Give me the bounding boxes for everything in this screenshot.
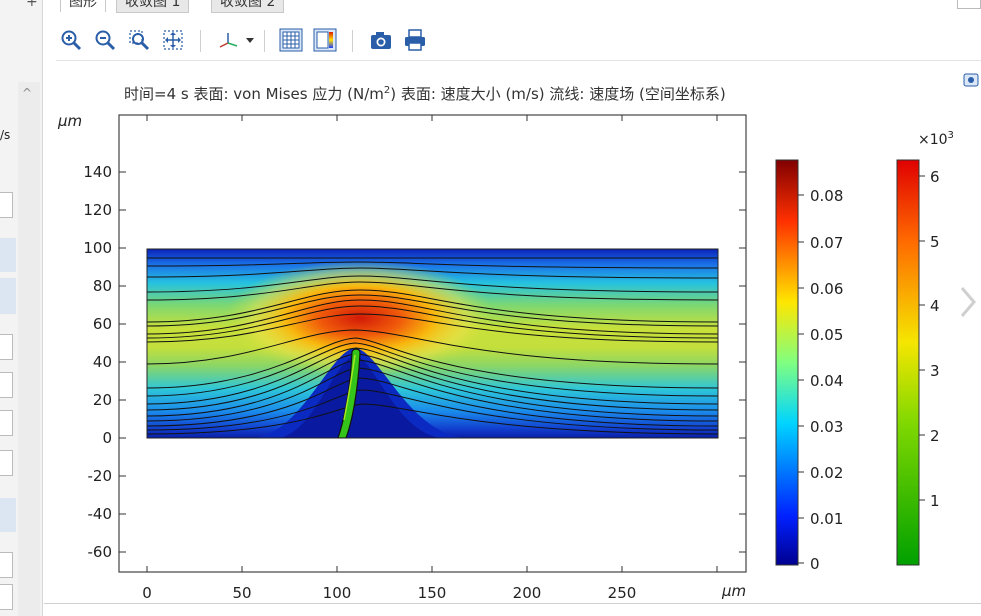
stress-tick-label: 6 bbox=[930, 168, 940, 186]
streamlines bbox=[147, 257, 718, 435]
toolbar-divider bbox=[264, 30, 265, 52]
velocity-colorbar-labels: 0.08 0.07 0.06 0.05 0.04 0.03 0.02 0.01 … bbox=[810, 187, 843, 573]
toolbar-divider bbox=[200, 30, 201, 52]
x-tick-label: 250 bbox=[608, 584, 637, 602]
axis-orientation-icon bbox=[219, 33, 254, 48]
y-tick-label: 100 bbox=[83, 239, 112, 257]
zoom-box-icon bbox=[129, 30, 150, 51]
stress-tick-label: 1 bbox=[930, 492, 940, 510]
tab-bar: 图形 收敛图 1 收敛图 2 bbox=[56, 0, 981, 14]
y-tick-labels: 140 120 100 80 60 40 20 0 -20 -40 -60 bbox=[83, 163, 112, 561]
left-scrollbar[interactable]: ^ bbox=[18, 82, 40, 616]
velocity-tick-label: 0.03 bbox=[810, 418, 843, 436]
left-button[interactable] bbox=[0, 410, 13, 436]
stress-tick-label: 5 bbox=[930, 233, 940, 251]
left-panel: + /s ^ bbox=[0, 0, 43, 616]
x-tick-label: 100 bbox=[323, 584, 352, 602]
y-tick-label: -20 bbox=[88, 467, 113, 485]
graphics-toolbar bbox=[56, 20, 981, 61]
stress-tick-label: 4 bbox=[930, 297, 940, 315]
zoom-in-button[interactable] bbox=[58, 27, 84, 53]
axis-ticks bbox=[119, 115, 746, 572]
plot-title-rest: ) 表面: 速度大小 (m/s) 流线: 速度场 (空间坐标系) bbox=[390, 85, 726, 103]
x-tick-label: 200 bbox=[513, 584, 542, 602]
screenshot-button[interactable] bbox=[368, 27, 394, 53]
velocity-tick-label: 0.07 bbox=[810, 234, 843, 252]
y-tick-label: -40 bbox=[88, 505, 113, 523]
stress-multiplier: ×103 bbox=[918, 130, 954, 148]
velocity-colorbar bbox=[775, 159, 799, 566]
toolbar-divider bbox=[352, 30, 353, 52]
y-tick-label: 80 bbox=[93, 277, 112, 295]
plot-title-superscript: 2 bbox=[383, 85, 391, 96]
left-button[interactable] bbox=[0, 372, 13, 398]
grid-view-icon bbox=[279, 28, 303, 52]
stress-colorbar-labels: 6 5 4 3 2 1 bbox=[930, 168, 940, 510]
x-tick-labels: 0 50 100 150 200 250 bbox=[142, 584, 636, 602]
left-button[interactable] bbox=[0, 552, 13, 578]
color-table-icon bbox=[313, 28, 337, 52]
zoom-out-button[interactable] bbox=[92, 27, 118, 53]
stress-tick-label: 2 bbox=[930, 427, 940, 445]
stress-tick-label: 3 bbox=[930, 362, 940, 380]
left-button[interactable] bbox=[0, 584, 13, 610]
y-tick-label: 40 bbox=[93, 353, 112, 371]
zoom-box-button[interactable] bbox=[126, 27, 152, 53]
settings-panel-icon[interactable] bbox=[962, 70, 980, 90]
expand-plus-icon[interactable]: + bbox=[26, 0, 38, 10]
stress-colorbar bbox=[896, 159, 920, 566]
velocity-tick-label: 0.05 bbox=[810, 326, 843, 344]
y-tick-label: 140 bbox=[83, 163, 112, 181]
camera-icon bbox=[371, 32, 391, 49]
tab-convergence-1[interactable]: 收敛图 1 bbox=[116, 0, 190, 13]
velocity-tick-label: 0.02 bbox=[810, 464, 843, 482]
left-list-item[interactable] bbox=[0, 498, 16, 532]
axis-orientation-button[interactable] bbox=[216, 27, 256, 53]
print-icon bbox=[405, 29, 425, 51]
zoom-extents-button[interactable] bbox=[160, 27, 186, 53]
zoom-in-icon bbox=[61, 30, 82, 51]
x-unit-label: µm bbox=[721, 582, 746, 600]
velocity-tick-label: 0.01 bbox=[810, 510, 843, 528]
x-tick-label: 50 bbox=[232, 584, 251, 602]
chevron-right-icon[interactable] bbox=[958, 284, 978, 324]
y-tick-label: -60 bbox=[88, 543, 113, 561]
print-button[interactable] bbox=[402, 27, 428, 53]
y-tick-label: 60 bbox=[93, 315, 112, 333]
color-table-button[interactable] bbox=[312, 27, 338, 53]
plot-title: 时间=4 s 表面: von Mises 应力 (N/m2) 表面: 速度大小 … bbox=[124, 83, 726, 104]
left-button[interactable] bbox=[0, 334, 13, 360]
status-divider bbox=[44, 603, 981, 604]
left-panel-label: /s bbox=[0, 128, 11, 142]
zoom-out-icon bbox=[95, 30, 116, 51]
y-tick-label: 20 bbox=[93, 391, 112, 409]
left-list-item[interactable] bbox=[0, 238, 16, 272]
zoom-extents-icon bbox=[163, 30, 183, 50]
velocity-tick-label: 0 bbox=[810, 555, 820, 573]
velocity-tick-label: 0.06 bbox=[810, 280, 843, 298]
x-tick-label: 150 bbox=[418, 584, 447, 602]
y-unit-label: µm bbox=[57, 112, 82, 130]
tab-graphics[interactable]: 图形 bbox=[60, 0, 106, 12]
fluid-domain bbox=[147, 249, 718, 438]
velocity-tick-label: 0.08 bbox=[810, 187, 843, 205]
y-tick-label: 120 bbox=[83, 201, 112, 219]
y-tick-label: 0 bbox=[102, 429, 112, 447]
grid-view-button[interactable] bbox=[278, 27, 304, 53]
x-tick-label: 0 bbox=[142, 584, 152, 602]
plot-title-text: 时间=4 s 表面: von Mises 应力 (N/m bbox=[124, 85, 384, 103]
tab-convergence-2[interactable]: 收敛图 2 bbox=[211, 0, 285, 13]
left-list-item[interactable] bbox=[0, 278, 16, 314]
left-input-field[interactable] bbox=[0, 192, 13, 218]
left-button[interactable] bbox=[0, 450, 13, 476]
scroll-up-icon[interactable]: ^ bbox=[22, 86, 33, 100]
velocity-tick-label: 0.04 bbox=[810, 372, 843, 390]
